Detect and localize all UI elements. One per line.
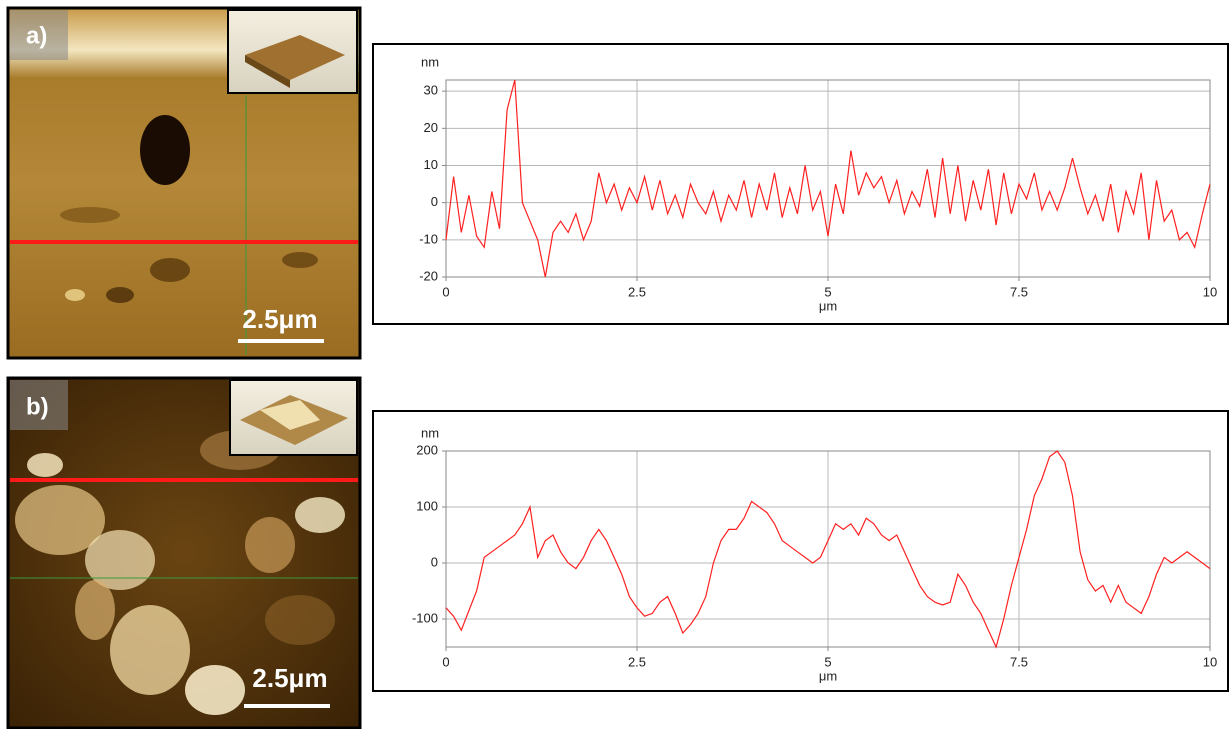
- x-tick-label: 5: [824, 654, 831, 669]
- y-tick-label: 10: [424, 157, 438, 172]
- y-tick-label: -100: [412, 610, 438, 625]
- y-tick-label: 20: [424, 120, 438, 135]
- y-tick-label: -20: [419, 268, 438, 283]
- chart-frame: [373, 411, 1228, 691]
- chart-frame: [373, 44, 1228, 324]
- y-tick-label: 30: [424, 83, 438, 98]
- x-tick-label: 0: [442, 654, 449, 669]
- x-axis-label: μm: [819, 668, 837, 683]
- figure: a) 2.5μm b) 2.5μm -20-10010203002.557.51…: [0, 0, 1231, 729]
- x-tick-label: 5: [824, 284, 831, 299]
- y-tick-label: -10: [419, 231, 438, 246]
- y-tick-label: 0: [431, 554, 438, 569]
- y-axis-label: nm: [421, 54, 439, 69]
- x-tick-label: 10: [1203, 284, 1217, 299]
- x-tick-label: 2.5: [628, 284, 646, 299]
- panel-label: b): [26, 393, 49, 420]
- y-tick-label: 0: [431, 194, 438, 209]
- x-tick-label: 7.5: [1010, 654, 1028, 669]
- x-tick-label: 7.5: [1010, 284, 1028, 299]
- panel-label: a): [26, 22, 47, 49]
- y-tick-label: 200: [416, 442, 438, 457]
- scale-bar-label: 2.5μm: [242, 304, 317, 334]
- x-axis-label: μm: [819, 298, 837, 313]
- x-tick-label: 10: [1203, 654, 1217, 669]
- y-tick-label: 100: [416, 498, 438, 513]
- x-tick-label: 0: [442, 284, 449, 299]
- y-axis-label: nm: [421, 425, 439, 440]
- x-tick-label: 2.5: [628, 654, 646, 669]
- scale-bar-label: 2.5μm: [252, 663, 327, 693]
